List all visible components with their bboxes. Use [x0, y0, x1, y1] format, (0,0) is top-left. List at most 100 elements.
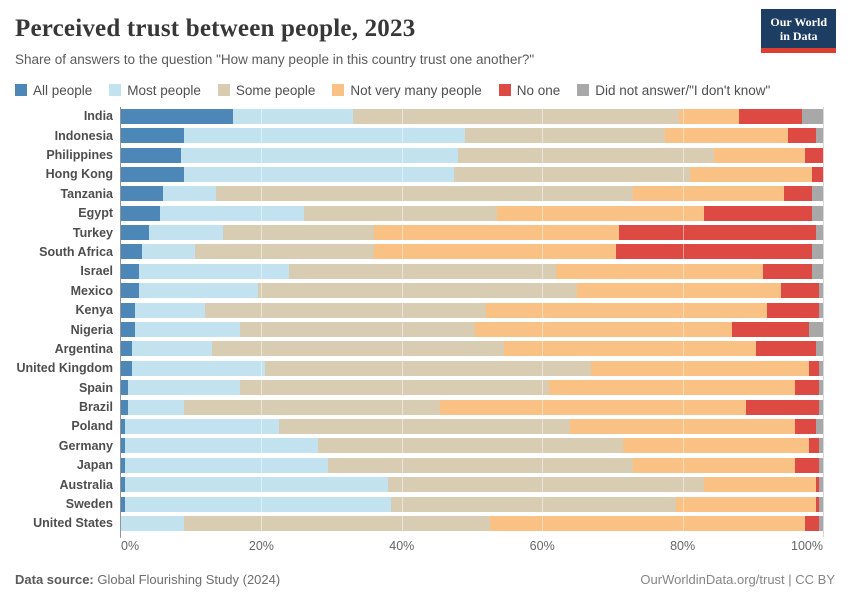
bar-segment[interactable] — [812, 205, 823, 221]
bar-segment[interactable] — [128, 380, 241, 396]
bar-segment[interactable] — [121, 477, 125, 493]
bar-segment[interactable] — [373, 244, 616, 260]
bar-segment[interactable] — [714, 147, 806, 163]
bar-segment[interactable] — [240, 322, 476, 338]
bar-segment[interactable] — [135, 322, 241, 338]
bar-segment[interactable] — [222, 225, 374, 241]
bar-segment[interactable] — [373, 225, 620, 241]
bar-segment[interactable] — [489, 515, 806, 531]
bar-segment[interactable] — [622, 438, 809, 454]
bar-segment[interactable] — [289, 263, 557, 279]
bar-segment[interactable] — [703, 477, 816, 493]
bar-segment[interactable] — [812, 186, 823, 202]
bar-segment[interactable] — [205, 302, 487, 318]
bar-segment[interactable] — [138, 283, 258, 299]
bar-segment[interactable] — [121, 128, 185, 144]
bar-segment[interactable] — [131, 341, 213, 357]
bar-segment[interactable] — [387, 477, 704, 493]
bar-segment[interactable] — [556, 263, 764, 279]
bar-segment[interactable] — [121, 205, 160, 221]
bar-segment[interactable] — [486, 302, 767, 318]
bar-segment[interactable] — [149, 225, 223, 241]
legend-item[interactable]: No one — [498, 83, 560, 98]
bar-segment[interactable] — [240, 380, 550, 396]
bar-segment[interactable] — [121, 341, 132, 357]
legend-item[interactable]: Did not answer/"I don't know" — [577, 83, 770, 98]
bar-segment[interactable] — [787, 128, 816, 144]
bar-segment[interactable] — [184, 166, 455, 182]
bar-segment[interactable] — [731, 322, 809, 338]
bar-segment[interactable] — [763, 263, 813, 279]
bar-segment[interactable] — [815, 477, 820, 493]
bar-segment[interactable] — [615, 244, 813, 260]
bar-segment[interactable] — [784, 186, 813, 202]
bar-segment[interactable] — [124, 438, 318, 454]
bar-segment[interactable] — [633, 457, 795, 473]
bar-segment[interactable] — [184, 515, 490, 531]
bar-segment[interactable] — [121, 515, 185, 531]
bar-segment[interactable] — [808, 360, 820, 376]
bar-segment[interactable] — [679, 108, 739, 124]
bar-segment[interactable] — [121, 244, 143, 260]
bar-segment[interactable] — [801, 108, 823, 124]
bar-segment[interactable] — [815, 341, 823, 357]
bar-segment[interactable] — [121, 166, 185, 182]
attribution-link[interactable]: OurWorldinData.org/trust | CC BY — [640, 572, 835, 587]
bar-segment[interactable] — [819, 380, 823, 396]
legend-item[interactable]: Some people — [217, 83, 315, 98]
bar-segment[interactable] — [703, 205, 813, 221]
bar-segment[interactable] — [124, 418, 279, 434]
bar-segment[interactable] — [819, 360, 823, 376]
bar-segment[interactable] — [577, 283, 781, 299]
bar-segment[interactable] — [121, 147, 181, 163]
legend-item[interactable]: Most people — [109, 83, 201, 98]
bar-segment[interactable] — [812, 263, 823, 279]
bar-segment[interactable] — [570, 418, 795, 434]
bar-segment[interactable] — [549, 380, 795, 396]
bar-segment[interactable] — [808, 322, 823, 338]
bar-segment[interactable] — [665, 128, 788, 144]
bar-segment[interactable] — [215, 186, 634, 202]
bar-segment[interactable] — [689, 166, 813, 182]
bar-segment[interactable] — [475, 322, 732, 338]
bar-segment[interactable] — [138, 263, 290, 279]
bar-segment[interactable] — [819, 477, 823, 493]
bar-segment[interactable] — [503, 341, 757, 357]
bar-segment[interactable] — [440, 399, 746, 415]
bar-segment[interactable] — [212, 341, 504, 357]
bar-segment[interactable] — [633, 186, 785, 202]
bar-segment[interactable] — [805, 147, 823, 163]
bar-segment[interactable] — [124, 496, 392, 512]
bar-segment[interactable] — [124, 477, 388, 493]
legend-item[interactable]: All people — [15, 83, 92, 98]
bar-segment[interactable] — [815, 225, 823, 241]
bar-segment[interactable] — [819, 302, 823, 318]
bar-segment[interactable] — [819, 496, 823, 512]
legend-item[interactable]: Not very many people — [332, 83, 482, 98]
bar-segment[interactable] — [184, 399, 441, 415]
bar-segment[interactable] — [328, 457, 634, 473]
bar-segment[interactable] — [121, 496, 125, 512]
bar-segment[interactable] — [131, 360, 265, 376]
bar-segment[interactable] — [121, 457, 125, 473]
bar-segment[interactable] — [819, 283, 823, 299]
bar-segment[interactable] — [815, 418, 823, 434]
bar-segment[interactable] — [121, 108, 234, 124]
bar-segment[interactable] — [815, 128, 823, 144]
bar-segment[interactable] — [766, 302, 820, 318]
bar-segment[interactable] — [391, 496, 676, 512]
bar-segment[interactable] — [121, 399, 129, 415]
bar-segment[interactable] — [124, 457, 329, 473]
bar-segment[interactable] — [819, 438, 823, 454]
bar-segment[interactable] — [121, 225, 150, 241]
bar-segment[interactable] — [121, 438, 125, 454]
bar-segment[interactable] — [128, 399, 185, 415]
bar-segment[interactable] — [121, 322, 136, 338]
bar-segment[interactable] — [184, 128, 465, 144]
bar-segment[interactable] — [464, 128, 666, 144]
bar-segment[interactable] — [619, 225, 816, 241]
bar-segment[interactable] — [794, 418, 816, 434]
bar-segment[interactable] — [812, 166, 823, 182]
bar-segment[interactable] — [808, 438, 820, 454]
bar-segment[interactable] — [675, 496, 816, 512]
